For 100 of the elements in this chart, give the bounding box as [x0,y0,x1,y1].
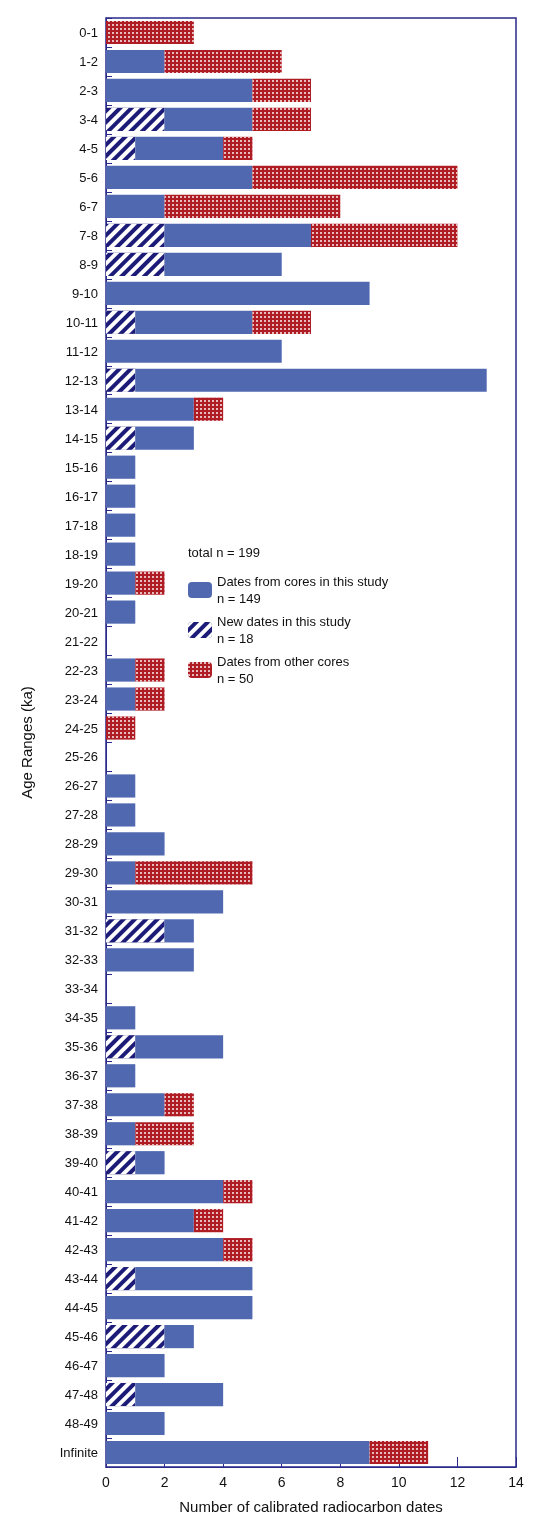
y-tick-label: 12-13 [64,372,98,388]
x-tick-label: 10 [391,1474,407,1490]
y-tick-label: 45-46 [64,1329,98,1345]
y-tick-label: 19-20 [64,575,98,591]
x-tick-label: 4 [219,1474,228,1490]
y-tick-label: 40-41 [64,1184,98,1200]
bar [106,658,136,682]
bar [135,136,224,160]
y-tick-label: 21-22 [64,633,98,649]
x-tick-label: 12 [449,1474,466,1490]
bar [164,252,282,276]
bar [164,107,253,132]
y-tick-label: 26-27 [64,778,98,794]
y-tick-label: 37-38 [64,1097,98,1113]
bar [164,1325,194,1349]
y-tick-label: 39-40 [64,1155,98,1171]
y-tick-label: Infinite [59,1445,98,1461]
bar [106,542,136,566]
bar [106,484,136,508]
bar [135,426,194,450]
x-tick-label: 0 [102,1474,111,1490]
x-tick-label: 8 [336,1474,345,1490]
bar [106,165,253,189]
y-tick-label: 48-49 [64,1416,98,1432]
y-tick-label: 23-24 [64,691,98,707]
bar [106,1064,136,1088]
y-tick-label: 13-14 [64,401,98,417]
y-tick-label: 10-11 [65,314,98,330]
bar [106,803,136,827]
y-tick-label: 33-34 [64,981,98,997]
bar [106,832,165,856]
y-tick-label: 44-45 [64,1300,98,1316]
y-tick-label: 17-18 [64,517,98,533]
y-axis-title: Age Ranges (ka) [18,686,35,799]
y-tick-label: 4-5 [79,140,98,156]
y-tick-label: 36-37 [64,1068,98,1084]
y-tick-label: 43-44 [64,1271,98,1287]
y-tick-label: 27-28 [64,807,98,823]
annotation: total n = 199 [188,545,260,560]
y-tick-label: 14-15 [64,430,98,446]
y-tick-label: 47-48 [64,1387,98,1403]
bar [135,368,487,392]
y-tick-label: 35-36 [64,1039,98,1055]
x-tick-label: 6 [277,1474,286,1490]
y-tick-label: 31-32 [64,923,98,939]
y-tick-label: 16-17 [64,488,98,504]
bar [106,78,253,103]
bar [106,1353,165,1378]
y-tick-label: 34-35 [64,1010,98,1026]
bar [106,1209,194,1233]
y-tick-label: 30-31 [64,894,98,910]
y-tick-label: 7-8 [79,227,98,243]
y-tick-label: 2-3 [79,82,98,98]
bar [164,223,311,247]
bar [106,455,136,479]
bar [164,919,194,943]
y-tick-label: 11-12 [65,343,98,359]
y-tick-label: 32-33 [64,952,98,968]
bar [106,1122,136,1146]
x-tick-label: 14 [508,1474,524,1490]
bar [106,1238,224,1262]
bar [106,1180,224,1204]
bar [106,49,165,74]
bar [106,571,136,595]
y-tick-label: 0-1 [79,24,98,40]
y-tick-label: 29-30 [64,865,98,881]
y-tick-label: 20-21 [64,604,98,620]
bar [106,1411,165,1436]
bar [135,1382,224,1407]
bar [106,281,370,305]
y-tick-label: 38-39 [64,1126,98,1142]
y-tick-label: 42-43 [64,1242,98,1258]
y-tick-label: 9-10 [71,285,98,301]
bar [106,339,282,363]
y-tick-label: 5-6 [79,169,98,185]
legend-label: Dates from other cores n = 50 [217,654,350,686]
bar [106,1296,253,1320]
x-axis-title: Number of calibrated radiocarbon dates [179,1498,443,1515]
bar [135,1151,165,1175]
y-tick-label: 28-29 [64,836,98,852]
bar [106,513,136,537]
bar [106,1006,136,1030]
y-tick-label: 41-42 [64,1213,98,1229]
y-tick-label: 25-26 [64,749,98,765]
y-tick-label: 6-7 [79,198,98,214]
y-tick-label: 3-4 [79,111,98,127]
bar [106,948,194,972]
bar [106,1440,370,1465]
bar [106,861,136,885]
y-tick-label: 18-19 [64,546,98,562]
bar [106,1093,165,1117]
bar [106,194,165,218]
bar [135,1267,253,1291]
y-tick-label: 8-9 [79,256,98,272]
legend-label: New dates in this study n = 18 [217,614,352,646]
bar [135,310,253,334]
x-tick-label: 2 [160,1474,169,1490]
bar [135,1035,224,1059]
y-tick-label: 15-16 [64,459,98,475]
y-tick-label: 46-47 [64,1358,98,1374]
